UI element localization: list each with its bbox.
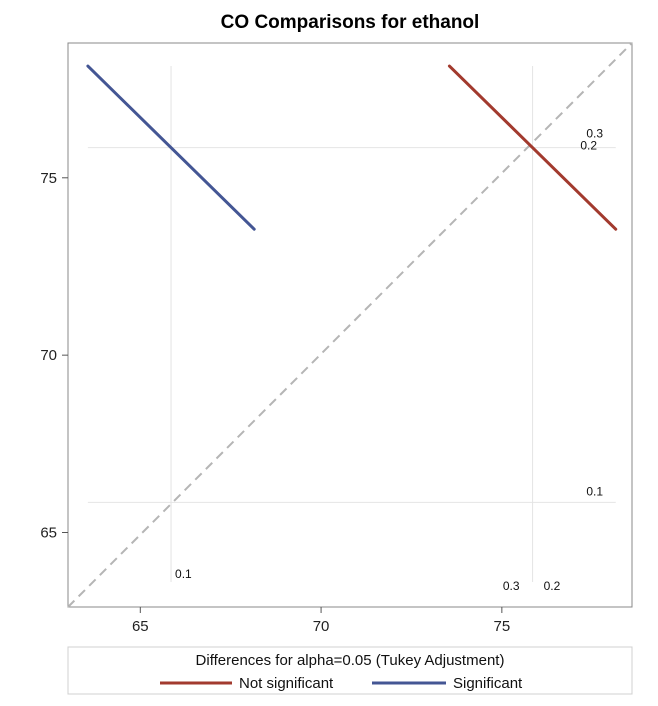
segment-not-significant [447, 64, 618, 231]
reference-lines [87, 66, 616, 582]
x-tick-label: 65 [132, 618, 149, 635]
y-tick-label: 65 [40, 525, 57, 542]
bottom-level-label: 0.3 [503, 579, 520, 593]
y-tick-label: 70 [40, 347, 57, 364]
x-tick-label: 70 [313, 618, 330, 635]
bottom-level-label: 0.2 [544, 579, 561, 593]
legend: Differences for alpha=0.05 (Tukey Adjust… [67, 646, 633, 695]
segment-significant [86, 64, 256, 231]
legend-box [67, 646, 633, 695]
right-level-label: 0.3 [586, 127, 603, 141]
x-axis: 65 70 75 [132, 607, 510, 635]
y-axis: 65 70 75 [40, 170, 68, 542]
legend-label-significant: Significant [453, 675, 523, 692]
bottom-level-label: 0.1 [175, 567, 192, 581]
comparison-segments [86, 64, 618, 231]
legend-title: Differences for alpha=0.05 (Tukey Adjust… [196, 652, 505, 669]
x-tick-label: 75 [494, 618, 511, 635]
chart-title: CO Comparisons for ethanol [221, 12, 480, 33]
diagonal-reference-line [67, 42, 633, 608]
legend-label-not-significant: Not significant [239, 675, 334, 692]
right-level-label: 0.1 [586, 484, 603, 498]
y-tick-label: 75 [40, 170, 57, 187]
right-level-label: 0.2 [580, 139, 597, 153]
level-labels: 0.10.10.20.20.30.3 [175, 127, 603, 593]
